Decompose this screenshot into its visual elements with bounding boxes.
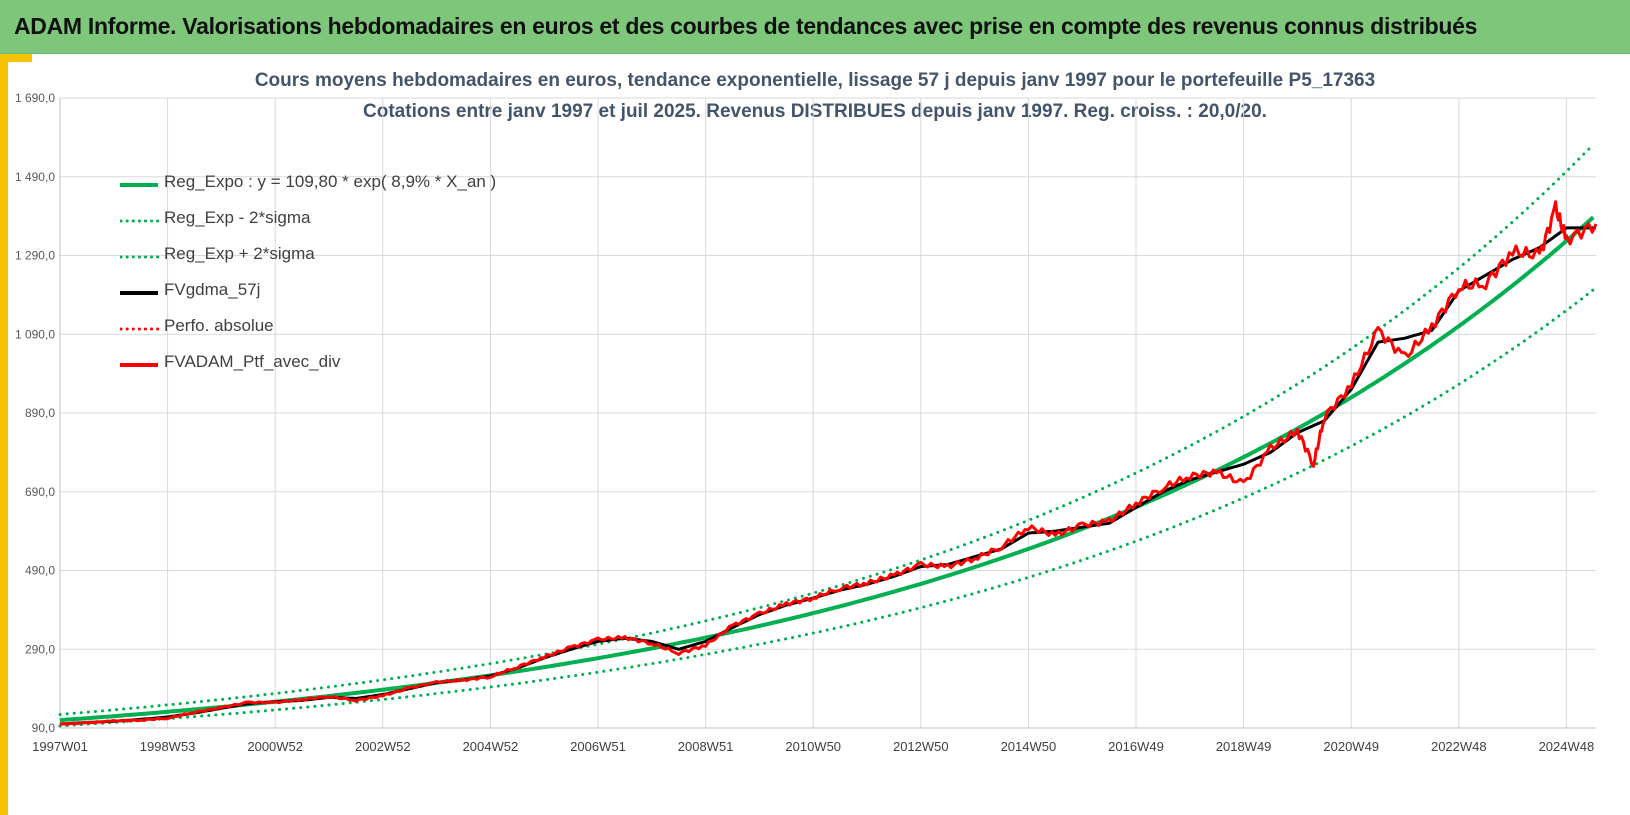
legend-label-reg-exp-minus: Reg_Exp - 2*sigma	[164, 208, 311, 227]
x-tick-label: 1997W01	[32, 739, 88, 754]
x-tick-label: 2020W49	[1323, 739, 1379, 754]
legend-item-fvadam-ptf: FVADAM_Ptf_avec_div	[120, 348, 480, 384]
legend-item-reg-expo: Reg_Expo : y = 109,80 * exp( 8,9% * X_an…	[120, 168, 496, 204]
legend-label-perfo-absolue: Perfo. absolue	[164, 316, 274, 335]
legend-swatch-reg-exp-plus	[120, 255, 160, 259]
legend-item-perfo-absolue: Perfo. absolue	[120, 312, 480, 348]
x-tick-label: 2000W52	[247, 739, 303, 754]
frame-top-border	[8, 54, 32, 62]
legend-label-reg-expo: Reg_Expo : y = 109,80 * exp( 8,9% * X_an…	[164, 172, 497, 191]
x-tick-label: 2002W52	[355, 739, 411, 754]
legend-label-fvadam-ptf: FVADAM_Ptf_avec_div	[164, 352, 341, 371]
y-tick-label: 890,0	[25, 406, 55, 420]
chart-subtitle: Cotations entre janv 1997 et juil 2025. …	[363, 101, 1267, 122]
legend-swatch-reg-expo	[120, 183, 158, 187]
x-tick-label: 2018W49	[1216, 739, 1272, 754]
y-tick-label: 290,0	[25, 642, 55, 656]
legend-label-fvgdma: FVgdma_57j	[164, 280, 261, 299]
legend-label-reg-exp-plus: Reg_Exp + 2*sigma	[164, 244, 315, 263]
chart-legend: Reg_Expo : y = 109,80 * exp( 8,9% * X_an…	[120, 168, 496, 384]
x-tick-label: 2006W51	[570, 739, 626, 754]
y-tick-label: 490,0	[25, 564, 55, 578]
chart-title: Cours moyens hebdomadaires en euros, ten…	[254, 70, 1376, 91]
y-tick-label: 690,0	[25, 485, 55, 499]
legend-item-reg-exp-plus: Reg_Exp + 2*sigma	[120, 240, 480, 276]
y-tick-label: 1 490,0	[15, 170, 55, 184]
x-tick-label: 2024W48	[1539, 739, 1595, 754]
x-tick-label: 2008W51	[678, 739, 734, 754]
y-tick-label: 90,0	[32, 721, 56, 735]
legend-swatch-fvadam-ptf	[120, 363, 158, 367]
legend-swatch-fvgdma	[120, 291, 158, 295]
x-tick-label: 2010W50	[785, 739, 841, 754]
x-tick-label: 2022W48	[1431, 739, 1487, 754]
x-tick-label: 2014W50	[1001, 739, 1057, 754]
x-tick-label: 1998W53	[140, 739, 196, 754]
header-bar: ADAM Informe. Valorisations hebdomadaire…	[0, 0, 1630, 54]
page-title: ADAM Informe. Valorisations hebdomadaire…	[14, 13, 1478, 39]
legend-swatch-perfo-absolue	[120, 327, 160, 331]
legend-item-fvgdma: FVgdma_57j	[120, 276, 480, 312]
x-tick-label: 2004W52	[463, 739, 519, 754]
y-tick-label: 1 090,0	[15, 327, 55, 341]
x-tick-label: 2012W50	[893, 739, 949, 754]
y-tick-label: 1 290,0	[15, 249, 55, 263]
legend-item-reg-exp-minus: Reg_Exp - 2*sigma	[120, 204, 480, 240]
frame-left-border	[0, 54, 8, 815]
x-tick-label: 2016W49	[1108, 739, 1164, 754]
legend-swatch-reg-exp-minus	[120, 219, 160, 223]
